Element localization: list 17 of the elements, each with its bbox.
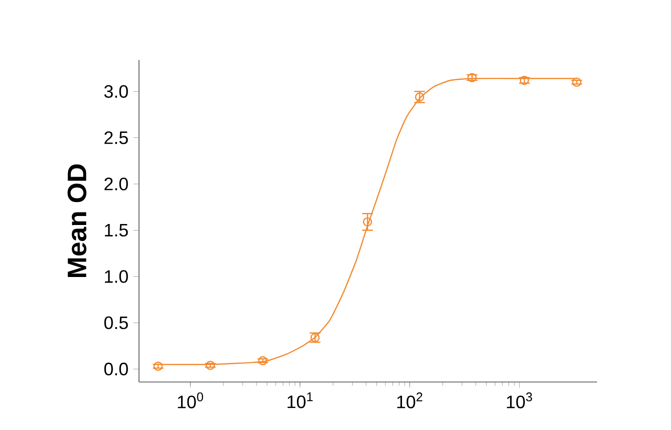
point [154,362,163,371]
y-tick-label: 1.0 [104,270,128,283]
y-axis-title: Mean OD [68,164,86,278]
y-tick-label: 3.0 [104,85,128,98]
y-tick-label: 2.5 [104,131,128,144]
point [362,217,372,227]
x-tick-label: 10$^{0}$ [178,392,204,408]
point [206,360,215,370]
x-tick-label: 10$^{2}$ [397,392,422,408]
y-tick-label: 2.0 [104,178,128,190]
y-tick-label: 1.5 [104,224,128,237]
y-tick-label: 0.5 [104,316,128,330]
point [572,78,582,87]
x-tick-label: 10$^{3}$ [506,392,532,408]
point [258,356,268,366]
x-tick-label: 10$^{1}$ [288,392,313,408]
y-tick-label: 0.0 [104,362,128,376]
